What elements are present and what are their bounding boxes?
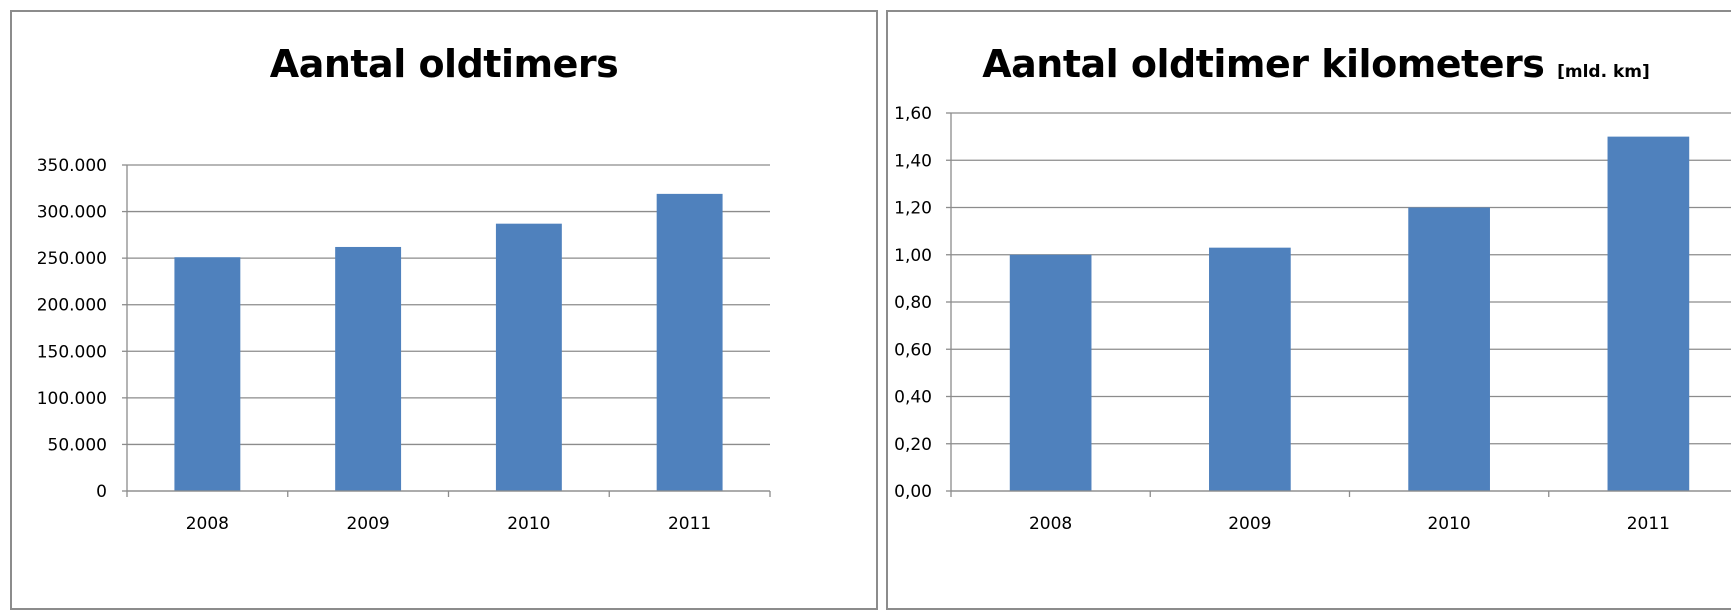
- y-tick-label: 0: [96, 482, 107, 502]
- bar-2009: [1209, 247, 1291, 491]
- bar-2010: [495, 223, 562, 491]
- y-tick-label: 0,80: [894, 293, 932, 313]
- y-tick-label: 250.000: [37, 249, 107, 269]
- bar-2009: [335, 246, 402, 491]
- chart-plot-kilometers: 0,00 0,20 0,40 0,60 0,80 1,00 1,20 1,40 1,60 2008…: [894, 104, 1731, 534]
- chart-panel-kilometers: Aantal oldtimer kilometers [mld. km] 0,0…: [886, 10, 1731, 610]
- y-tick-label: 0,40: [894, 388, 932, 408]
- y-tick-label: 200.000: [37, 296, 107, 316]
- chart-plot-oldtimers: 0 50.000 100.000 150.000 200.000 250.000 300.0…: [37, 156, 771, 534]
- chart-title: Aantal oldtimers: [12, 42, 876, 86]
- y-tick-label: 100.000: [37, 389, 107, 409]
- chart-title-unit: [mld. km]: [1557, 62, 1650, 82]
- chart-title-text: Aantal oldtimers: [269, 42, 619, 86]
- bar-2010: [1408, 207, 1490, 491]
- chart-panel-oldtimers: Aantal oldtimers 0 50.000 100.000 150.000 20…: [10, 10, 878, 610]
- chart-title: Aantal oldtimer kilometers [mld. km]: [888, 42, 1731, 86]
- x-tick-label: 2010: [507, 514, 550, 534]
- bar-2011: [656, 193, 723, 492]
- bar-2008: [174, 257, 241, 491]
- bar-2011: [1607, 136, 1690, 491]
- y-tick-label: 0,20: [894, 435, 932, 455]
- x-tick-label: 2009: [1228, 514, 1271, 534]
- y-tick-label: 1,40: [894, 151, 932, 171]
- y-tick-label: 0,00: [894, 482, 932, 502]
- x-tick-label: 2011: [1627, 514, 1670, 534]
- x-tick-label: 2010: [1427, 514, 1470, 534]
- x-tick-label: 2008: [186, 514, 229, 534]
- y-tick-label: 1,60: [894, 104, 932, 124]
- x-tick-label: 2009: [346, 514, 389, 534]
- bar-2008: [1009, 254, 1092, 491]
- x-tick-label: 2008: [1029, 514, 1072, 534]
- y-tick-label: 350.000: [37, 156, 107, 176]
- y-tick-label: 300.000: [37, 203, 107, 223]
- y-tick-label: 50.000: [48, 435, 107, 455]
- y-tick-label: 150.000: [37, 342, 107, 362]
- chart-title-text: Aantal oldtimer kilometers: [982, 42, 1545, 86]
- x-tick-label: 2011: [668, 514, 711, 534]
- y-tick-label: 0,60: [894, 340, 932, 360]
- y-tick-label: 1,20: [894, 199, 932, 219]
- y-tick-label: 1,00: [894, 246, 932, 266]
